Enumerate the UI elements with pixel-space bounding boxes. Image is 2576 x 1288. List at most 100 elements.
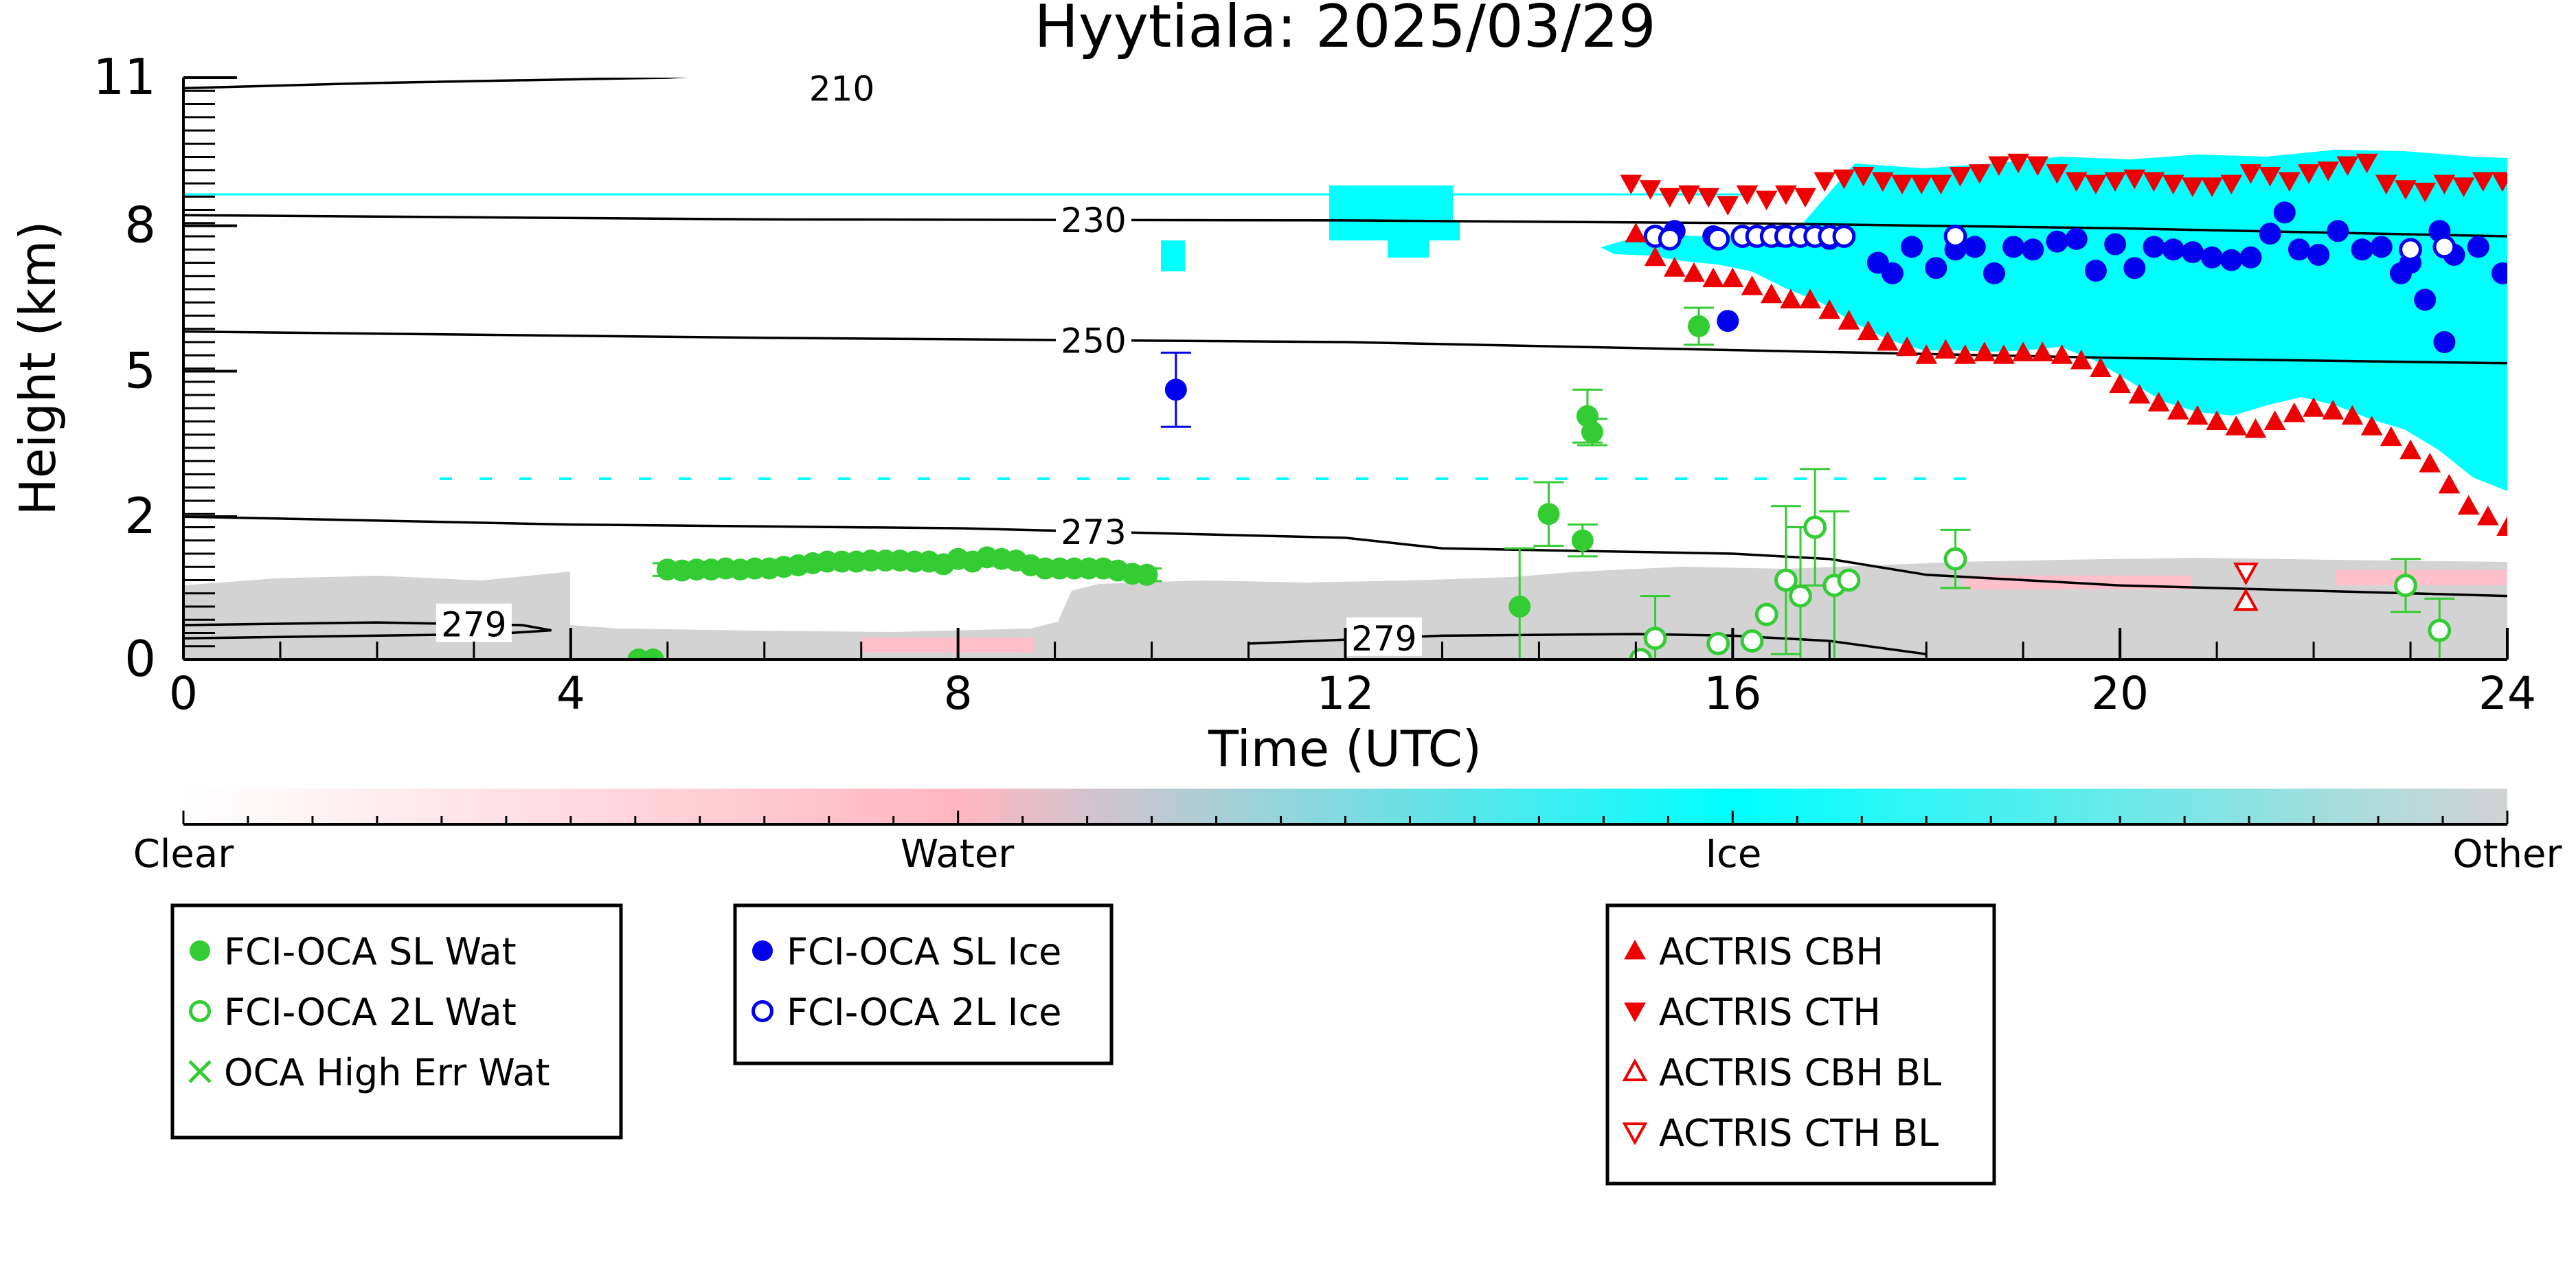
data-point [1814,172,1836,192]
x-tick-label: 12 [1317,667,1375,720]
data-point [2233,562,2259,586]
data-point [2355,153,2378,174]
x-axis-label: Time (UTC) [1208,720,1482,778]
legend-box-2: FCI-OCA SL Ice FCI-OCA 2L Ice [733,903,1114,1065]
y-tick-label: 8 [124,196,156,254]
data-point [1925,257,1947,280]
colorbar-label-water: Water [901,832,1015,877]
data-point [1717,310,1739,332]
data-point [2050,344,2073,364]
data-point [1963,236,1986,258]
data-point [1775,185,1797,205]
data-point [2022,238,2044,261]
data-point [1754,602,1778,626]
data-point [2233,588,2259,611]
data-point [1644,246,1667,267]
data-point [2414,289,2437,311]
legends: FCI-OCA SL Wat FCI-OCA 2L Wat OCA High Err… [170,903,1996,1186]
temperature-contour-labels: 210 230 250 273 279 279 [436,67,1422,659]
data-point [2187,405,2208,425]
data-point [1571,529,1594,552]
colorbar: Clear Water Ice Other [133,789,2563,877]
legend-marker [188,1060,212,1083]
data-point [2143,236,2165,258]
data-point [2007,153,2030,174]
series-actris-cbh [1625,223,2507,536]
data-point [2026,156,2049,177]
legend-marker [189,1000,211,1022]
x-tick-label: 24 [2478,667,2536,720]
data-point [1620,174,1642,195]
data-point [2433,174,2456,195]
data-point [2070,349,2092,370]
contour-line [183,330,2507,365]
legend-box-3: ACTRIS CBH ACTRIS CTH ACTRIS CBH BL ACTRIS … [1605,903,1996,1186]
data-point [1832,225,1856,248]
data-point [2147,392,2170,412]
data-point [2206,410,2228,430]
data-point [2428,618,2452,642]
data-point [2496,516,2507,536]
colorbar-label-ice: Ice [1706,832,1762,877]
data-point [2476,506,2499,526]
data-point [2123,257,2146,280]
legend-marker [752,1000,773,1022]
data-point [1678,185,1700,205]
contour-label-bg [1056,319,1132,359]
data-point [1741,275,1763,295]
series-actris-cth-bl [2233,562,2259,586]
data-point [2278,172,2301,192]
data-point [1736,185,1759,205]
legend-marker [752,940,773,961]
data-point [2263,410,2286,430]
legend-box-1: FCI-OCA SL Wat FCI-OCA 2L Wat OCA High Err… [170,903,623,1140]
data-point [2395,180,2417,200]
data-point [2201,177,2223,197]
data-point [2341,405,2364,425]
x-tick-label: 0 [169,667,198,720]
data-point [1852,166,1875,187]
colorbar-labels: Clear Water Ice Other [133,832,2563,877]
data-point [2457,495,2480,515]
contour-label: 210 [809,69,874,109]
data-point [2225,416,2248,436]
contour-line [183,214,2507,238]
data-point [2287,238,2310,261]
y-tick-label: 2 [124,487,156,545]
data-point [2273,201,2296,224]
data-point [1717,196,1739,216]
data-point [2317,161,2340,181]
data-point [1576,405,1598,427]
contour-label: 250 [1061,321,1126,361]
data-point [2472,172,2494,192]
data-point [2351,238,2373,261]
data-point [1799,289,1821,308]
contour-label: 279 [441,605,506,645]
data-point [2046,230,2068,253]
legend-marker [1624,1002,1646,1023]
data-point [1683,262,1705,282]
data-point [2123,169,2146,190]
legend-label: ACTRIS CBH BL [1659,1051,1941,1094]
data-point [1982,262,2005,284]
data-point [2012,341,2035,361]
y-axis-label: Height (km) [9,221,67,516]
data-point [1643,626,1667,651]
data-point [2336,156,2359,177]
data-point [1702,267,1724,288]
data-point [2220,174,2243,195]
data-point [2438,473,2461,494]
data-point [2433,331,2456,353]
data-point [1871,172,1894,192]
x-tick-label: 16 [1704,667,1761,720]
data-point [1509,596,1531,618]
data-point [1803,515,1827,539]
data-point [2084,260,2107,282]
data-point [2432,235,2456,259]
data-point [1625,223,1647,242]
water-class-patch [2336,570,2507,585]
data-point [1740,629,1764,653]
y-tick-label: 11 [93,48,156,106]
colorbar-label-other: Other [2452,832,2562,877]
